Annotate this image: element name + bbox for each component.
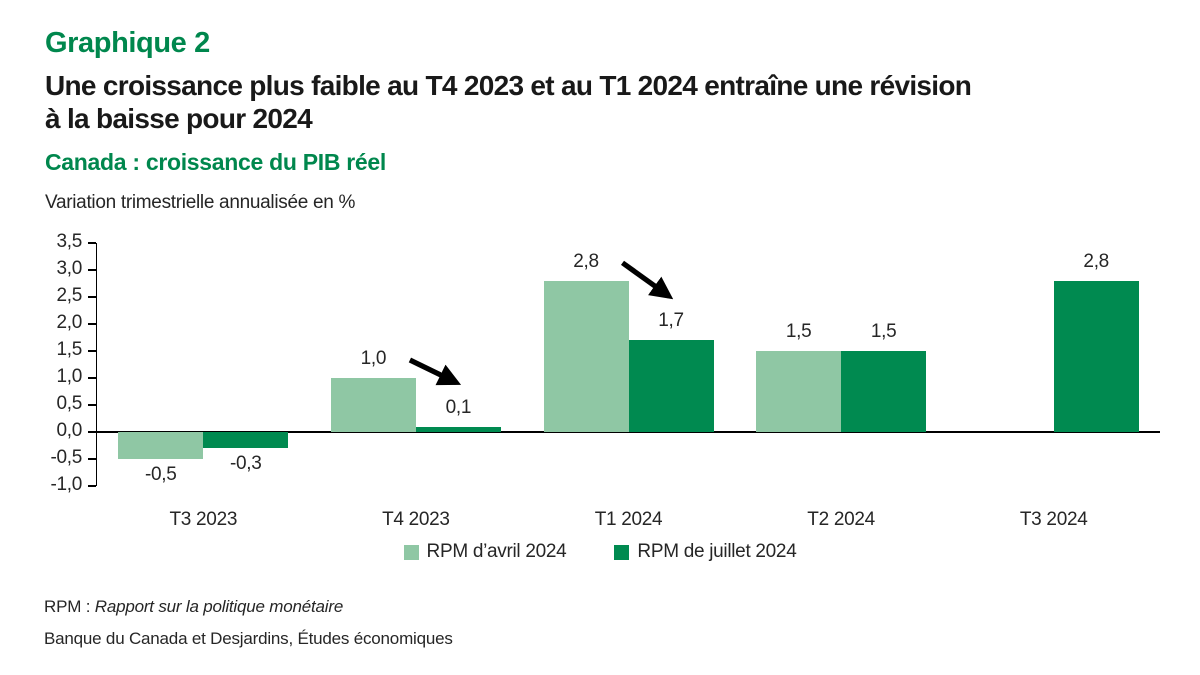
value-label-rpm-d-avril-2024-t4-2023: 1,0 [360, 348, 387, 369]
value-label-rpm-de-juillet-2024-t1-2024: 1,7 [658, 310, 684, 332]
y-tick-label: 0,5 [56, 393, 82, 414]
y-tick-label: 1,5 [56, 339, 82, 360]
y-tick-label: 2,5 [56, 285, 82, 306]
bar-rpm-de-juillet-2024-t3-2024 [1053, 280, 1139, 432]
y-tick-label: 0,0 [56, 420, 82, 441]
axis-unit-label: Variation trimestrielle annualisée en % [45, 192, 356, 213]
bar-rpm-de-juillet-2024-t1-2024 [628, 340, 714, 432]
y-tick-label: 1,0 [56, 366, 82, 387]
y-axis [95, 243, 97, 486]
x-tick-label-t2-2024: T2 2024 [807, 509, 875, 530]
x-axis [97, 431, 1160, 433]
chart-subtitle: Canada : croissance du PIB réel [45, 149, 386, 175]
value-label-rpm-d-avril-2024-t3-2023: -0,5 [145, 464, 177, 485]
y-tick [88, 296, 96, 298]
bar-rpm-d-avril-2024-t1-2024 [543, 280, 629, 432]
value-label-rpm-d-avril-2024-t1-2024: 2,8 [573, 250, 599, 272]
x-tick-label-t3-2023: T3 2023 [169, 509, 238, 530]
y-tick-label: 3,0 [56, 258, 82, 279]
legend-swatch-rpm-de-juillet-2024 [614, 544, 630, 560]
bar-rpm-d-avril-2024-t2-2024 [756, 351, 842, 432]
value-label-rpm-d-avril-2024-t2-2024: 1,5 [785, 321, 812, 342]
y-tick [88, 404, 96, 406]
value-label-rpm-de-juillet-2024-t3-2024: 2,8 [1083, 250, 1109, 272]
legend-label-rpm-de-juillet-2024: RPM de juillet 2024 [637, 541, 797, 562]
y-tick-label: 3,5 [56, 231, 82, 252]
y-tick [88, 485, 96, 487]
y-tick [88, 458, 96, 460]
y-tick [88, 431, 96, 433]
y-tick [88, 350, 96, 352]
bar-rpm-de-juillet-2024-t2-2024 [841, 351, 927, 432]
legend: RPM d’avril 2024 RPM de juillet 2024 [0, 541, 1200, 563]
value-label-rpm-de-juillet-2024-t4-2023: 0,1 [445, 396, 472, 418]
legend-swatch-rpm-d-avril-2024 [403, 544, 419, 560]
y-tick-label: -1,0 [50, 474, 82, 495]
x-tick-label-t4-2023: T4 2023 [382, 509, 450, 530]
y-tick [88, 377, 96, 379]
bar-rpm-de-juillet-2024-t3-2023 [203, 432, 289, 449]
source-line: Banque du Canada et Desjardins, Études é… [44, 629, 453, 648]
y-tick-label: -0,5 [50, 447, 82, 468]
chart-title-line-1: Une croissance plus faible au T4 2023 et… [45, 70, 972, 101]
y-tick-label: 2,0 [56, 312, 82, 333]
chart-number: Graphique 2 [45, 27, 210, 59]
legend-item-rpm-d-avril-2024: RPM d’avril 2024 [403, 541, 567, 563]
footnote-italic: Rapport sur la politique monétaire [94, 597, 344, 616]
x-tick-label-t1-2024: T1 2024 [594, 509, 663, 530]
legend-item-rpm-de-juillet-2024: RPM de juillet 2024 [614, 541, 797, 563]
y-tick [88, 323, 96, 325]
bar-rpm-de-juillet-2024-t4-2023 [415, 426, 501, 432]
footnote-prefix: RPM : [44, 597, 95, 616]
value-label-rpm-de-juillet-2024-t2-2024: 1,5 [870, 321, 897, 342]
bar-rpm-d-avril-2024-t4-2023 [330, 378, 416, 432]
chart-title-line-2: à la baisse pour 2024 [45, 103, 313, 134]
legend-label-rpm-d-avril-2024: RPM d’avril 2024 [426, 541, 567, 562]
value-label-rpm-de-juillet-2024-t3-2023: -0,3 [230, 453, 262, 475]
y-tick [88, 269, 96, 271]
bar-rpm-d-avril-2024-t3-2023 [118, 432, 204, 459]
x-tick-label-t3-2024: T3 2024 [1019, 509, 1088, 530]
footnote-abbreviation: RPM : Rapport sur la politique monétaire [44, 597, 343, 617]
y-tick [88, 242, 96, 244]
